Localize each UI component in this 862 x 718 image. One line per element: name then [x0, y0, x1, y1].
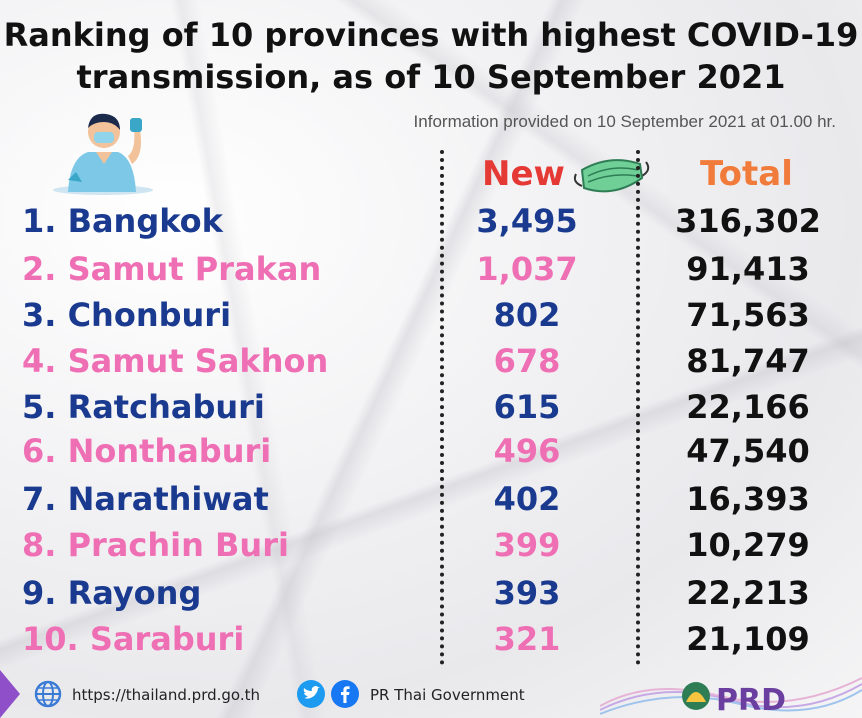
total-cases: 81,747 — [686, 342, 810, 380]
doctor-illustration — [53, 113, 153, 195]
province-name: 3. Chonburi — [22, 296, 232, 334]
prd-logo: PRD — [682, 682, 786, 716]
ranking-row-5: 5. Ratchaburi 615 22,166 — [0, 388, 862, 432]
total-cases: 22,213 — [686, 574, 810, 612]
new-cases: 399 — [493, 526, 561, 564]
ranking-row-3: 3. Chonburi 802 71,563 — [0, 296, 862, 340]
province-name: 8. Prachin Buri — [22, 526, 289, 564]
ranking-row-1: 1. Bangkok 3,495 316,302 — [0, 202, 862, 246]
province-name: 5. Ratchaburi — [22, 388, 265, 426]
new-cases: 3,495 — [476, 202, 578, 240]
info-subtitle: Information provided on 10 September 202… — [413, 112, 836, 131]
new-cases: 802 — [493, 296, 561, 334]
ranking-row-2: 2. Samut Prakan 1,037 91,413 — [0, 250, 862, 294]
footer-bar: https://thailand.prd.go.th PR Thai Gover… — [0, 670, 862, 718]
total-cases: 21,109 — [686, 620, 810, 658]
right-dotted-divider — [636, 150, 640, 665]
wave-decoration — [600, 677, 862, 715]
total-cases: 22,166 — [686, 388, 810, 426]
new-cases: 321 — [493, 620, 561, 658]
social-account-name[interactable]: PR Thai Government — [370, 686, 525, 704]
province-name: 10. Saraburi — [22, 620, 245, 658]
globe-icon — [34, 680, 62, 708]
total-cases: 10,279 — [686, 526, 810, 564]
new-cases: 615 — [493, 388, 561, 426]
title-line-1: Ranking of 10 provinces with highest COV… — [3, 16, 859, 54]
new-cases: 496 — [493, 432, 561, 470]
ranking-row-10: 10. Saraburi 321 21,109 — [0, 620, 862, 664]
new-cases: 1,037 — [476, 250, 578, 288]
province-name: 6. Nonthaburi — [22, 432, 272, 470]
province-name: 2. Samut Prakan — [22, 250, 322, 288]
total-cases: 316,302 — [675, 202, 821, 240]
footer-triangle-decoration — [0, 670, 20, 718]
province-name: 9. Rayong — [22, 574, 202, 612]
new-cases: 402 — [493, 480, 561, 518]
total-cases: 16,393 — [686, 480, 810, 518]
title-line-2: transmission, as of 10 September 2021 — [76, 58, 786, 96]
prd-logo-text: PRD — [716, 683, 786, 716]
province-name: 1. Bangkok — [22, 202, 223, 240]
total-cases: 91,413 — [686, 250, 810, 288]
ranking-row-6: 6. Nonthaburi 496 47,540 — [0, 432, 862, 476]
ranking-row-9: 9. Rayong 393 22,213 — [0, 574, 862, 618]
page-title: Ranking of 10 provinces with highest COV… — [0, 14, 862, 98]
ranking-row-4: 4. Samut Sakhon 678 81,747 — [0, 342, 862, 386]
ranking-row-7: 7. Narathiwat 402 16,393 — [0, 480, 862, 524]
province-name: 7. Narathiwat — [22, 480, 269, 518]
twitter-icon[interactable] — [296, 679, 326, 709]
total-cases: 71,563 — [686, 296, 810, 334]
total-column-header: Total — [700, 154, 793, 194]
left-dotted-divider — [440, 150, 444, 665]
new-cases: 678 — [493, 342, 561, 380]
total-cases: 47,540 — [686, 432, 810, 470]
province-name: 4. Samut Sakhon — [22, 342, 329, 380]
new-column-header: New — [482, 154, 565, 194]
new-cases: 393 — [493, 574, 561, 612]
website-link[interactable]: https://thailand.prd.go.th — [72, 686, 260, 704]
facebook-icon[interactable] — [330, 679, 360, 709]
ranking-row-8: 8. Prachin Buri 399 10,279 — [0, 526, 862, 570]
face-mask-icon — [573, 159, 650, 193]
